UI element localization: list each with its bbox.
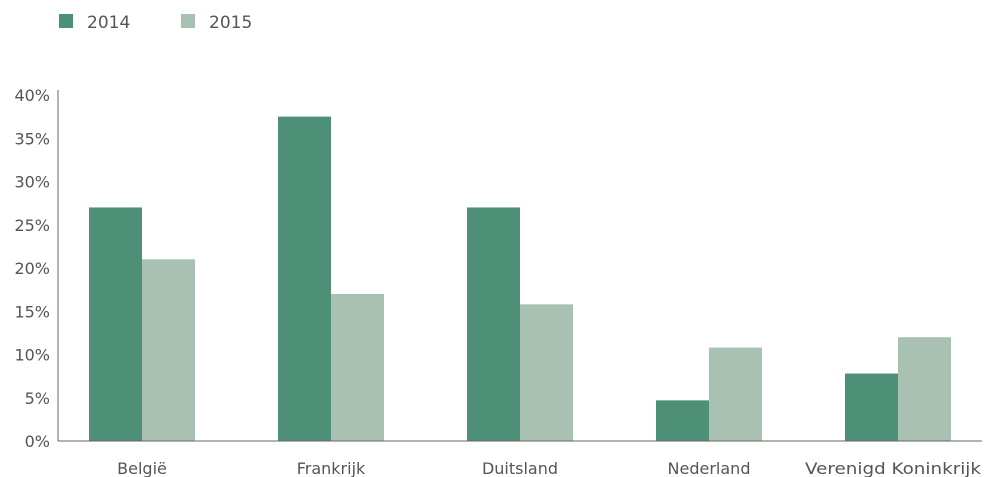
y-tick-label: 5% <box>25 389 50 408</box>
bar-2015-0 <box>142 259 195 441</box>
legend-label-2015: 2015 <box>209 13 252 33</box>
x-category-label: Duitsland <box>482 459 558 477</box>
y-tick-label: 35% <box>14 129 50 148</box>
bar-2015-1 <box>331 293 384 441</box>
bar-2015-4 <box>898 337 951 441</box>
bar-2014-1 <box>278 116 331 441</box>
y-tick-label: 40% <box>14 86 50 105</box>
x-category-label: Verenigd Koninkrijk <box>805 459 982 477</box>
x-category-label: België <box>117 459 167 477</box>
bar-2014-4 <box>845 373 898 441</box>
bar-2014-2 <box>467 207 520 441</box>
y-tick-label: 15% <box>14 302 50 321</box>
legend-label-2014: 2014 <box>87 13 130 33</box>
bars <box>89 116 951 441</box>
x-category-label: Frankrijk <box>297 459 366 477</box>
y-tick-label: 30% <box>14 173 50 192</box>
legend: 2014 2015 <box>59 13 252 33</box>
legend-swatch-2014 <box>59 14 73 28</box>
bar-2015-3 <box>709 347 762 441</box>
y-tick-label: 20% <box>14 259 50 278</box>
x-category-label: Nederland <box>668 459 751 477</box>
bar-2014-3 <box>656 400 709 441</box>
category-labels: België Frankrijk Duitsland Nederland Verenig… <box>117 459 982 477</box>
bar-2015-2 <box>520 304 573 441</box>
bar-2014-0 <box>89 207 142 441</box>
y-axis-tick-labels: 0% 5% 10% 15% 20% 25% 30% 35% 40% <box>14 86 50 451</box>
y-tick-label: 25% <box>14 216 50 235</box>
legend-swatch-2015 <box>181 14 195 28</box>
y-tick-label: 10% <box>14 346 50 365</box>
y-tick-label: 0% <box>25 432 50 451</box>
